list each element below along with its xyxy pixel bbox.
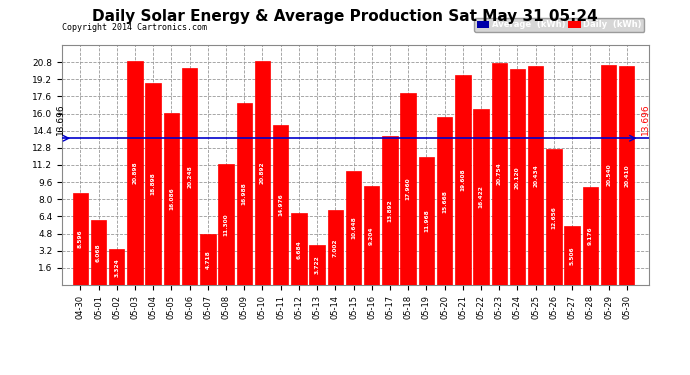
Bar xyxy=(182,68,197,285)
Text: 9.176: 9.176 xyxy=(588,226,593,245)
Text: 16.988: 16.988 xyxy=(241,183,247,206)
Bar xyxy=(291,213,306,285)
Bar xyxy=(528,66,544,285)
Bar xyxy=(200,234,215,285)
Text: 20.892: 20.892 xyxy=(260,162,265,184)
Bar xyxy=(546,149,562,285)
Bar xyxy=(237,103,252,285)
Bar xyxy=(473,109,489,285)
Bar xyxy=(601,65,616,285)
Text: 12.656: 12.656 xyxy=(551,206,556,229)
Text: 16.086: 16.086 xyxy=(169,188,174,210)
Text: 14.976: 14.976 xyxy=(278,194,283,216)
Bar xyxy=(164,112,179,285)
Bar xyxy=(346,171,362,285)
Bar xyxy=(328,210,343,285)
Text: 3.722: 3.722 xyxy=(315,256,319,274)
Bar xyxy=(582,187,598,285)
Text: 18.898: 18.898 xyxy=(150,172,156,195)
Text: Daily Solar Energy & Average Production Sat May 31 05:24: Daily Solar Energy & Average Production … xyxy=(92,9,598,24)
Text: 20.410: 20.410 xyxy=(624,164,629,187)
Bar xyxy=(455,75,471,285)
Bar xyxy=(564,226,580,285)
Text: 7.002: 7.002 xyxy=(333,238,338,257)
Text: 5.506: 5.506 xyxy=(570,246,575,265)
Text: 4.718: 4.718 xyxy=(206,251,210,269)
Text: 20.754: 20.754 xyxy=(497,162,502,185)
Bar xyxy=(309,245,325,285)
Legend: Average  (kWh), Daily  (kWh): Average (kWh), Daily (kWh) xyxy=(474,18,644,32)
Bar xyxy=(72,193,88,285)
Text: 9.204: 9.204 xyxy=(369,226,374,245)
Text: 8.596: 8.596 xyxy=(78,230,83,248)
Bar xyxy=(91,220,106,285)
Bar xyxy=(255,61,270,285)
Bar xyxy=(273,124,288,285)
Bar xyxy=(364,186,380,285)
Bar xyxy=(619,66,635,285)
Text: 20.248: 20.248 xyxy=(187,165,192,188)
Bar xyxy=(109,249,124,285)
Text: 20.120: 20.120 xyxy=(515,166,520,189)
Bar xyxy=(419,157,434,285)
Text: 15.668: 15.668 xyxy=(442,190,447,213)
Text: 17.960: 17.960 xyxy=(406,177,411,200)
Text: 20.434: 20.434 xyxy=(533,164,538,187)
Bar xyxy=(146,82,161,285)
Text: 16.422: 16.422 xyxy=(479,186,484,209)
Bar xyxy=(127,61,143,285)
Text: 13.696: 13.696 xyxy=(642,104,651,135)
Text: 13.696: 13.696 xyxy=(56,104,65,135)
Bar xyxy=(491,63,507,285)
Text: 10.648: 10.648 xyxy=(351,217,356,239)
Bar xyxy=(510,69,525,285)
Text: 11.968: 11.968 xyxy=(424,210,429,232)
Text: 20.540: 20.540 xyxy=(606,164,611,186)
Bar xyxy=(218,164,234,285)
Text: 3.324: 3.324 xyxy=(115,258,119,277)
Text: Copyright 2014 Cartronics.com: Copyright 2014 Cartronics.com xyxy=(62,23,207,32)
Text: 6.684: 6.684 xyxy=(297,240,302,259)
Text: 11.300: 11.300 xyxy=(224,213,228,236)
Bar xyxy=(437,117,453,285)
Text: 20.898: 20.898 xyxy=(132,162,137,184)
Text: 6.068: 6.068 xyxy=(96,243,101,262)
Bar xyxy=(400,93,416,285)
Text: 13.892: 13.892 xyxy=(388,199,393,222)
Text: 19.608: 19.608 xyxy=(460,169,465,191)
Bar xyxy=(382,136,397,285)
